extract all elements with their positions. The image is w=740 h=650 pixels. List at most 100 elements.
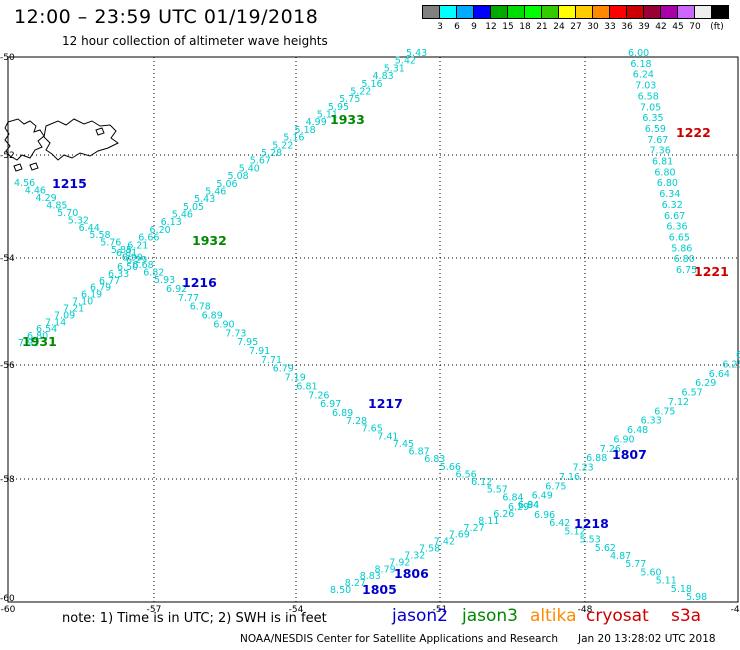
swh-value: 5.70	[57, 208, 78, 219]
colorbar-tick-label: 21	[536, 22, 548, 32]
swh-value: 4.29	[36, 193, 57, 204]
pass-time-label: 1221	[694, 264, 729, 279]
swh-value: 5.46	[172, 210, 193, 221]
swh-value: 7.58	[419, 544, 440, 555]
swh-value: 5.62	[595, 543, 616, 554]
swh-value: 5.32	[68, 215, 89, 226]
swh-value: 5.95	[328, 102, 349, 113]
swh-value: 5.93	[154, 275, 175, 286]
swh-value: 5.46	[205, 187, 226, 198]
swh-value: 6.49	[532, 491, 553, 502]
east-falkland-outline	[43, 118, 119, 161]
swh-value: 6.90	[613, 434, 634, 445]
swh-value: 5.08	[228, 171, 249, 182]
swh-value: 6.84	[502, 492, 523, 503]
swh-value: 7.73	[225, 328, 246, 339]
swh-value: 6.66	[138, 233, 159, 244]
swh-value: 4.85	[46, 200, 67, 211]
swh-value: 6.94	[518, 500, 539, 511]
swh-value: 6.78	[190, 302, 211, 313]
pass-time-label: 1932	[192, 233, 227, 248]
footer-timestamp: Jan 20 13:28:02 UTC 2018	[578, 633, 716, 645]
swh-value: 5.53	[580, 535, 601, 546]
swh-value: 5.98	[686, 592, 707, 603]
swh-value: 6.00	[628, 48, 649, 59]
colorbar-swatch	[711, 5, 729, 19]
swh-value: 5.43	[406, 48, 427, 59]
colorbar-tick-label: 24	[553, 22, 565, 32]
swh-value: 6.29	[126, 255, 147, 266]
colorbar-tick-label: 33	[604, 22, 616, 32]
latitude-tick-label: -54	[0, 254, 15, 264]
swh-value: 6.13	[161, 217, 182, 228]
swh-value: 6.90	[122, 253, 143, 264]
swh-value: 6.57	[682, 388, 703, 399]
swh-value: 8.79	[375, 564, 396, 575]
swh-value: 6.24	[633, 70, 654, 81]
altimeter-track-values: 5.435.425.314.835.165.225.755.955.114.99…	[14, 48, 740, 603]
longitude-tick-label: -54	[289, 605, 304, 615]
swh-value: 8.83	[360, 571, 381, 582]
colorbar-tick-label: 3	[437, 22, 443, 32]
swh-value: 5.60	[640, 567, 661, 578]
swh-value: 6.20	[150, 225, 171, 236]
swh-value: 7.26	[308, 390, 329, 401]
swh-value: 6.79	[273, 364, 294, 375]
colorbar-tick-label: 18	[519, 22, 531, 32]
pass-time-label: 1805	[362, 582, 397, 597]
swh-value: 5.16	[283, 133, 304, 144]
swh-value: 5.06	[216, 179, 237, 190]
swh-value: 7.10	[72, 297, 93, 308]
swh-value: 6.92	[166, 284, 187, 295]
swh-value: 5.05	[183, 202, 204, 213]
longitude-tick-label: -51	[433, 605, 448, 615]
swh-value: 5.12	[564, 526, 585, 537]
swh-value: 7.26	[600, 444, 621, 455]
swh-value: 6.12	[471, 477, 492, 488]
swh-value: 6.96	[534, 510, 555, 521]
swh-value: 7.67	[647, 135, 668, 146]
swh-value: 6.32	[662, 200, 683, 211]
swh-value: 6.75	[676, 265, 697, 276]
swh-value: 5.76	[100, 238, 121, 249]
pass-time-label: 1216	[182, 275, 217, 290]
colorbar-tick-label: 42	[655, 22, 667, 32]
longitude-tick-label: -45	[731, 605, 740, 615]
swh-value: 6.77	[99, 276, 120, 287]
footer-note: note: 1) Time is in UTC; 2) SWH is in fe…	[62, 611, 327, 626]
swh-value: 5.57	[487, 485, 508, 496]
swh-value: 7.36	[650, 146, 671, 157]
swh-value: 6.75	[545, 481, 566, 492]
latitude-tick-label: -60	[0, 594, 15, 604]
swh-value: 5.11	[656, 576, 677, 587]
swh-value: 5.31	[384, 63, 405, 74]
satellite-name-s3a: s3a	[671, 606, 702, 626]
swh-value: 5.40	[239, 163, 260, 174]
longitude-tick-label: -48	[578, 605, 593, 615]
swh-value: 6.34	[659, 189, 680, 200]
swh-value: 5.86	[671, 243, 692, 254]
west-falkland-outline	[4, 118, 45, 161]
colorbar-tick-label: 45	[672, 22, 684, 32]
swh-value: 6.79	[90, 283, 111, 294]
colorbar-tick-label: 30	[587, 22, 599, 32]
swh-value: 4.46	[25, 186, 46, 197]
swh-value: 7.71	[261, 355, 282, 366]
swh-value: 6.68	[133, 260, 154, 271]
swh-value: 6.59	[645, 124, 666, 135]
swh-value: 5.42	[395, 56, 416, 67]
swh-value: 6.48	[627, 425, 648, 436]
pass-time-label: 1218	[574, 516, 609, 531]
swh-value: 6.80	[27, 331, 48, 342]
swh-value: 6.26	[493, 509, 514, 520]
swh-value: 5.28	[261, 148, 282, 159]
swh-value: 6.67	[664, 211, 685, 222]
swh-value: 6.33	[108, 269, 129, 280]
footer-credit: NOAA/NESDIS Center for Satellite Applica…	[240, 633, 558, 645]
swh-value: 6.29	[508, 502, 529, 513]
swh-value: 6.33	[641, 416, 662, 427]
colorbar-unit-label: (ft)	[710, 22, 724, 32]
colorbar-tick-label: 39	[638, 22, 650, 32]
swh-value: 5.66	[440, 462, 461, 473]
